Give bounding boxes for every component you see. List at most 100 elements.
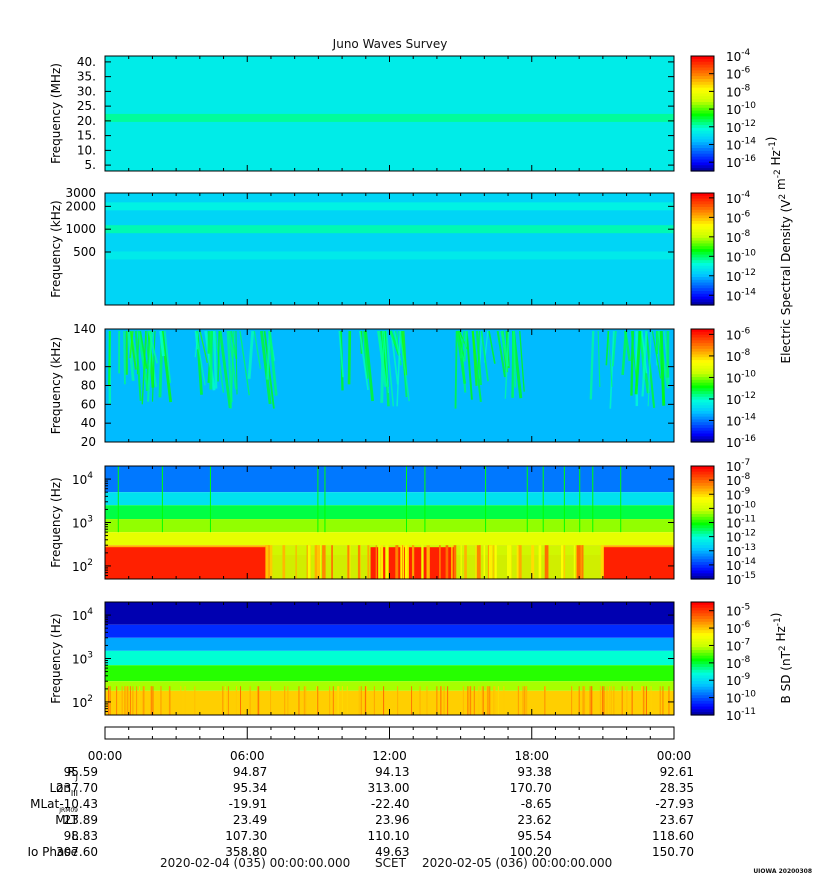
spectrogram-burst	[385, 330, 395, 407]
spectrogram-burst	[519, 330, 525, 392]
colorbar-segment	[691, 343, 714, 347]
ephemeris-value: -27.93	[655, 797, 694, 811]
uiowa-stamp: UIOWA 20200308	[753, 868, 812, 875]
colorbar-segment	[691, 204, 714, 208]
time-axis: 00:00 06:00 12:00 18:00 00:00	[88, 726, 692, 763]
colorbar-segment	[691, 650, 714, 654]
colorbar-segment	[691, 113, 714, 117]
spectrogram-burst	[123, 330, 126, 385]
y-tick-label: 10.	[77, 143, 96, 157]
colorbar-segment	[691, 116, 714, 120]
colorbar-tick-label: 10-6	[726, 209, 751, 225]
ephemeris-label: MLatJRM09	[30, 797, 78, 814]
colorbar-segment	[691, 647, 714, 651]
y-tick-label: 15.	[77, 129, 96, 143]
spectrogram-burst	[194, 330, 198, 350]
colorbar-segment	[691, 602, 714, 606]
colorbar-segment	[691, 570, 714, 574]
y-tick-label: 100	[73, 360, 96, 374]
colorbar-segment	[691, 251, 714, 256]
colorbar-segment	[691, 159, 714, 163]
colorbar-segment	[691, 379, 714, 384]
y-axis-label: Frequency (Hz)	[49, 613, 63, 704]
spectrogram-panel-5: 104 103 102 Frequency (Hz)	[49, 601, 675, 716]
ephemeris-value: 23.49	[233, 813, 267, 827]
colorbar-segment	[691, 539, 714, 543]
colorbar-tick-label: 10-4	[726, 48, 751, 64]
colorbar-segment	[691, 368, 714, 372]
colorbar-segment	[691, 655, 714, 660]
colorbar-segment	[691, 249, 714, 253]
colorbar-segment	[691, 374, 714, 378]
colorbar-segment	[691, 232, 714, 236]
y-tick-label: 80	[81, 379, 96, 393]
colorbar-segment	[691, 692, 714, 696]
time-label: 12:00	[372, 749, 407, 763]
colorbar-segment	[691, 81, 714, 86]
colorbar-segment	[691, 223, 714, 228]
colorbar-segment	[691, 104, 714, 109]
ephemeris-value: 95.34	[233, 781, 267, 795]
spectrogram-panel-1: 5.10.15.20.25.30.35.40. Frequency (MHz)	[49, 55, 675, 172]
colorbar-segment	[691, 402, 714, 406]
spectrogram-burst	[480, 330, 489, 382]
colorbar-segment	[691, 263, 714, 267]
ephemeris-value: 110.10	[368, 829, 410, 843]
colorbar-segment	[691, 246, 714, 250]
spectrogram-burst	[212, 330, 218, 389]
colorbar-segment	[691, 703, 714, 708]
colorbar-tick-label: 10-6	[726, 66, 751, 82]
colorbar-segment	[691, 607, 714, 612]
spectrogram-burst	[263, 330, 275, 409]
colorbar-tick-label: 10-14	[726, 287, 756, 303]
colorbar-segment	[691, 87, 714, 92]
colorbar-tick-label: 10-5	[726, 603, 750, 619]
colorbar-tick-label: 10-12	[726, 391, 756, 407]
spectrogram-burst	[195, 330, 206, 386]
spectrogram-burst	[199, 330, 208, 363]
colorbar-segment	[691, 393, 714, 398]
colorbar-segment	[691, 536, 714, 541]
ephemeris-value: 307.60	[56, 845, 98, 859]
colorbar-segment	[691, 664, 714, 668]
colorbar-tick-label: 10-7	[726, 637, 750, 653]
spectrogram-burst	[399, 330, 410, 402]
colorbar-segment	[691, 119, 714, 123]
colorbar-frame	[690, 328, 715, 443]
colorbar-segment	[691, 354, 714, 358]
colorbar-segment	[691, 193, 714, 197]
ephemeris-label: LonIII	[50, 781, 79, 798]
ephemeris-value: 358.80	[225, 845, 267, 859]
colorbar-segment	[691, 652, 714, 657]
colorbar-segment	[691, 67, 714, 71]
colorbar-segment	[691, 64, 714, 69]
colorbar-segment	[691, 471, 714, 476]
spectrogram-burst	[363, 330, 369, 379]
spectrogram-panel-4: 104 103 102 Frequency (Hz)	[49, 465, 675, 580]
colorbar-3: 10-6 10-8 10-10 10-12 10-14 10-16	[690, 326, 756, 450]
ephemeris-value: 95.54	[517, 829, 551, 843]
colorbar-segment	[691, 436, 714, 440]
colorbar-segment	[691, 672, 714, 677]
colorbar-segment	[691, 215, 714, 219]
time-label: 00:00	[657, 749, 692, 763]
colorbar-segment	[691, 499, 714, 504]
spectrogram-burst	[235, 330, 238, 395]
colorbar-segment	[691, 511, 714, 515]
colorbar-segment	[691, 229, 714, 233]
colorbar-segment	[691, 545, 714, 549]
colorbar-segment	[691, 413, 714, 418]
ephemeris-value: 23.96	[375, 813, 409, 827]
colorbar-tick-label: 10-14	[726, 412, 756, 428]
colorbar-segment	[691, 79, 714, 83]
colorbar-segment	[691, 562, 714, 566]
colorbar-segment	[691, 130, 714, 135]
spectrogram-burst	[645, 330, 656, 408]
colorbar-segment	[691, 712, 714, 716]
spectrogram-burst	[247, 330, 255, 379]
colorbar-segment	[691, 508, 714, 512]
colorbar-segment	[691, 212, 714, 216]
colorbar-segment	[691, 243, 714, 247]
spectrogram-burst	[129, 330, 137, 370]
